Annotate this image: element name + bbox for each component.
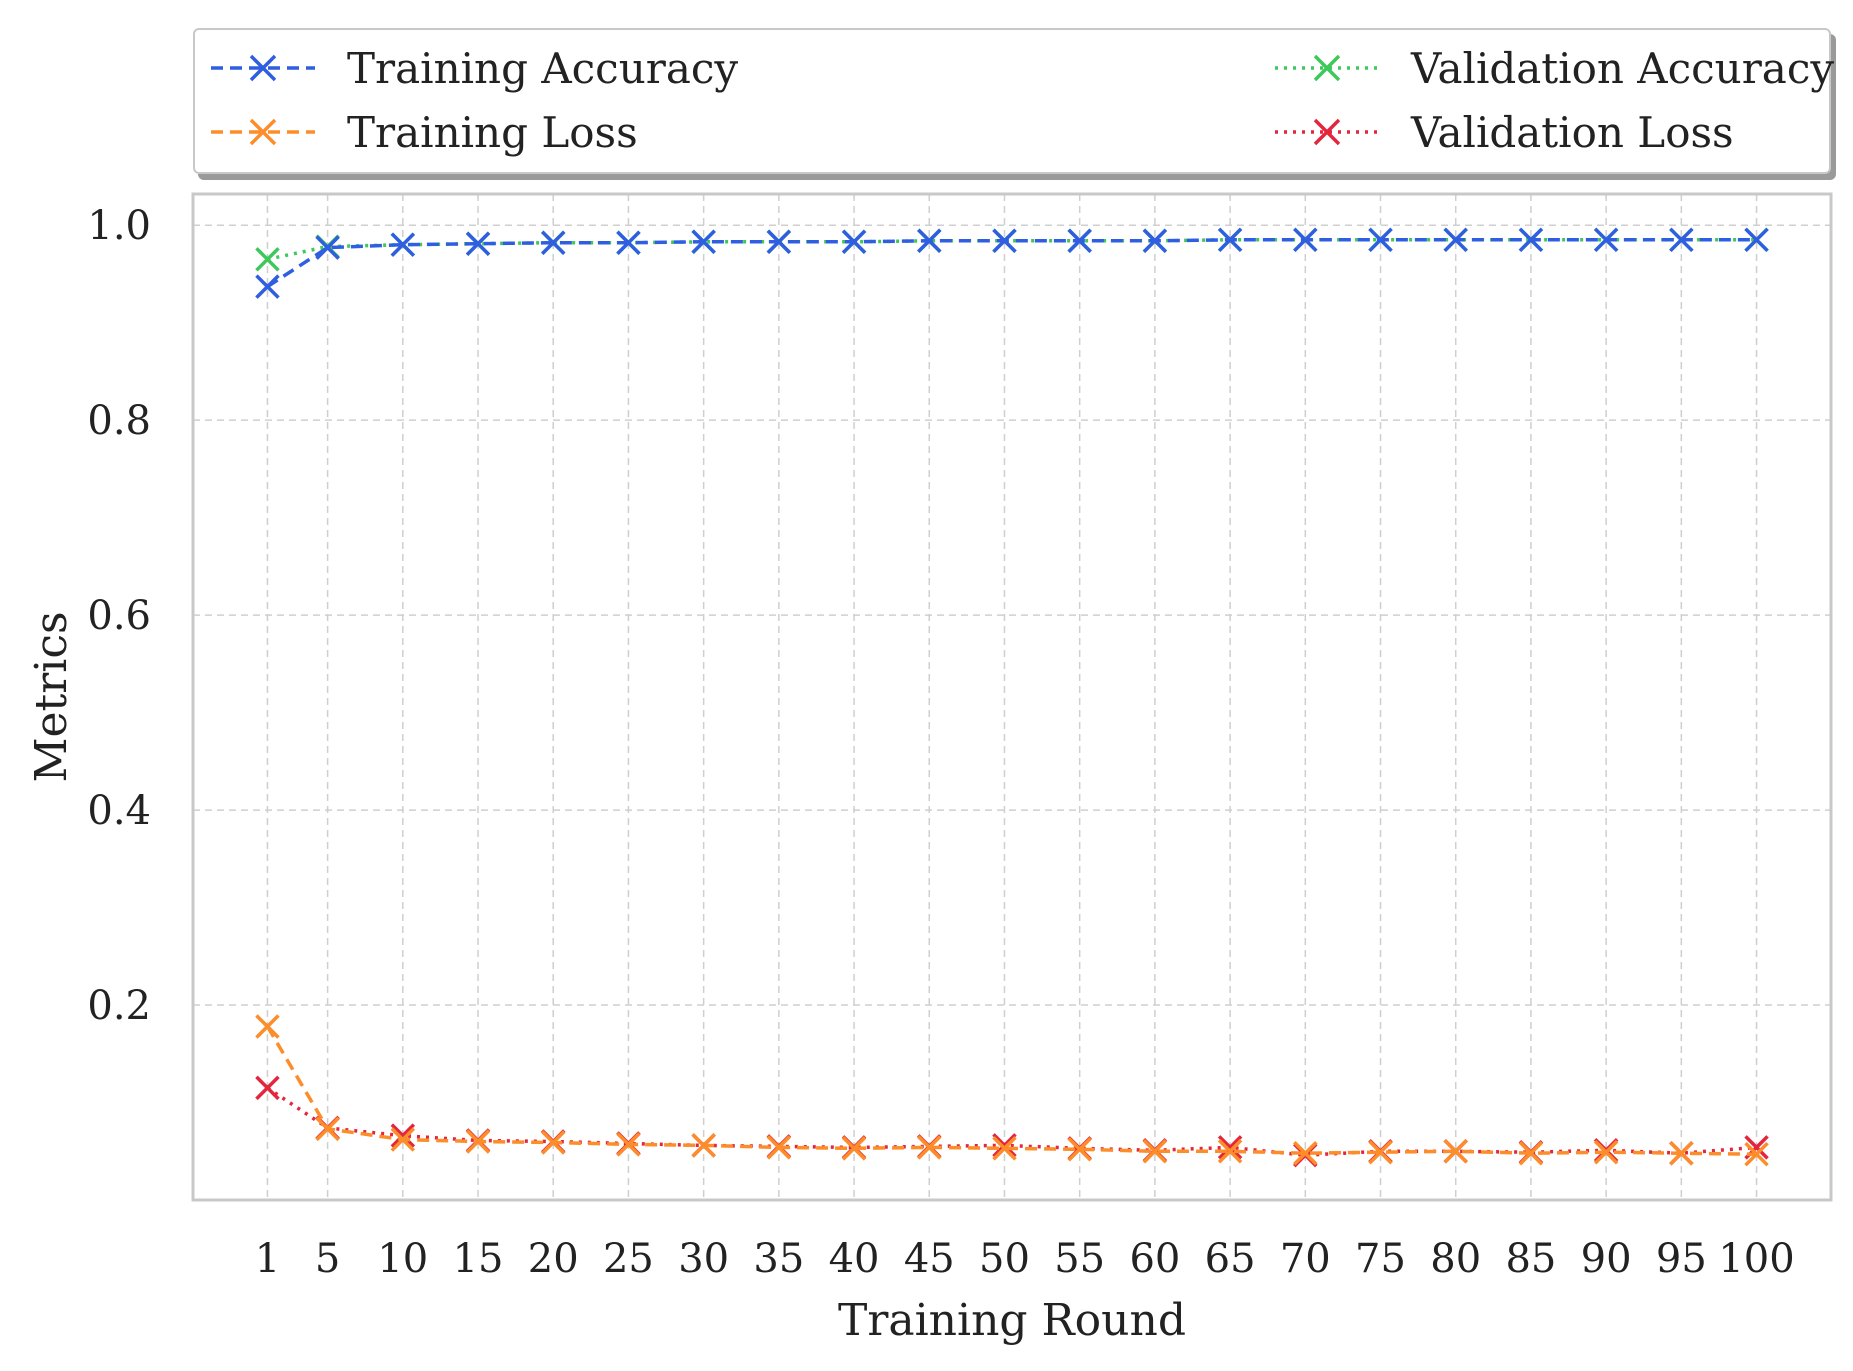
data-point-training-accuracy bbox=[992, 228, 1017, 254]
legend-item-validation-accuracy: Validation Accuracy bbox=[1273, 38, 1834, 98]
data-point-training-accuracy bbox=[1368, 227, 1393, 253]
x-tick-label: 80 bbox=[1430, 1236, 1481, 1282]
x-tick-label: 45 bbox=[904, 1236, 955, 1282]
series-training-loss bbox=[255, 1014, 1769, 1167]
legend-item-training-loss: Training Loss bbox=[209, 102, 638, 162]
data-point-training-loss bbox=[841, 1136, 867, 1161]
legend-swatch-validation-loss bbox=[1275, 118, 1379, 146]
data-point-training-accuracy bbox=[1293, 227, 1318, 253]
x-tick-label: 35 bbox=[753, 1236, 804, 1282]
y-tick-label: 0.6 bbox=[87, 593, 151, 639]
data-point-training-accuracy bbox=[465, 231, 491, 256]
y-tick-label: 0.2 bbox=[87, 983, 151, 1029]
y-axis-title: Metrics bbox=[26, 611, 77, 782]
data-point-training-accuracy bbox=[1067, 228, 1092, 254]
data-point-training-loss bbox=[315, 1116, 340, 1142]
data-point-training-accuracy bbox=[315, 235, 340, 260]
x-tick-label: 50 bbox=[979, 1236, 1030, 1282]
legend-item-training-accuracy: Training Accuracy bbox=[209, 38, 738, 98]
data-point-training-accuracy bbox=[1744, 227, 1769, 253]
data-point-training-loss bbox=[691, 1133, 716, 1158]
plot-area-frame bbox=[191, 192, 1833, 1202]
legend-swatch-training-accuracy bbox=[211, 54, 315, 82]
data-point-training-accuracy bbox=[691, 229, 716, 255]
x-tick-label: 5 bbox=[315, 1236, 340, 1282]
data-point-training-accuracy bbox=[255, 274, 280, 299]
x-tick-label: 60 bbox=[1129, 1236, 1180, 1282]
data-point-training-loss bbox=[616, 1132, 641, 1157]
data-point-training-accuracy bbox=[616, 230, 641, 255]
data-point-training-loss bbox=[390, 1127, 416, 1152]
data-point-training-loss bbox=[992, 1136, 1017, 1161]
x-tick-label: 65 bbox=[1205, 1236, 1256, 1282]
data-point-training-loss bbox=[1744, 1141, 1769, 1167]
data-point-validation-loss bbox=[1217, 1135, 1243, 1160]
data-point-training-loss bbox=[1142, 1139, 1168, 1164]
x-tick-label: 1 bbox=[255, 1236, 280, 1282]
series-line-validation-loss bbox=[266, 1086, 1757, 1157]
data-point-validation-loss bbox=[992, 1133, 1017, 1158]
legend-swatch-validation-accuracy bbox=[1275, 54, 1379, 82]
y-tick-label: 0.8 bbox=[87, 398, 151, 444]
data-point-training-loss bbox=[541, 1130, 566, 1155]
x-axis-title: Training Round bbox=[838, 1295, 1186, 1346]
x-tick-label: 15 bbox=[453, 1236, 504, 1282]
data-point-training-accuracy bbox=[841, 229, 867, 255]
data-point-validation-loss bbox=[390, 1123, 416, 1148]
data-point-training-accuracy bbox=[541, 230, 566, 255]
data-point-training-accuracy bbox=[1593, 227, 1619, 253]
x-tick-label: 10 bbox=[377, 1236, 428, 1282]
data-point-training-loss bbox=[1518, 1140, 1544, 1166]
series-training-accuracy bbox=[255, 227, 1769, 299]
data-point-training-loss bbox=[917, 1135, 942, 1160]
data-point-validation-loss bbox=[255, 1075, 280, 1101]
data-point-training-loss bbox=[1368, 1139, 1393, 1165]
tick-labels: 1 5 10 15 20 25 30 35 40 45 50 55 60 65 70 75 80 85 90 95 10… bbox=[87, 203, 1794, 1282]
data-point-training-accuracy bbox=[1217, 227, 1243, 253]
legend-label: Training Loss bbox=[347, 107, 638, 157]
data-point-training-loss bbox=[1217, 1139, 1243, 1164]
x-tick-label: 75 bbox=[1355, 1236, 1406, 1282]
legend-label: Validation Loss bbox=[1411, 107, 1734, 157]
data-point-training-loss bbox=[1669, 1140, 1694, 1166]
x-tick-label: 25 bbox=[603, 1236, 654, 1282]
legend-label: Validation Accuracy bbox=[1411, 43, 1835, 93]
data-point-training-accuracy bbox=[1669, 227, 1694, 253]
data-point-training-loss bbox=[1593, 1139, 1619, 1165]
data-point-training-accuracy bbox=[1142, 228, 1168, 254]
data-point-training-loss bbox=[465, 1129, 491, 1154]
x-tick-label: 70 bbox=[1280, 1236, 1331, 1282]
data-point-training-loss bbox=[255, 1014, 280, 1039]
x-tick-label: 30 bbox=[678, 1236, 729, 1282]
x-tick-label: 90 bbox=[1581, 1236, 1632, 1282]
data-point-training-loss bbox=[1067, 1137, 1092, 1162]
series-layer bbox=[255, 227, 1769, 1168]
data-point-training-accuracy bbox=[390, 232, 416, 257]
data-point-training-accuracy bbox=[917, 228, 942, 254]
grid bbox=[193, 194, 1831, 1200]
y-tick-label: 0.4 bbox=[87, 788, 151, 834]
data-point-validation-accuracy bbox=[255, 247, 280, 272]
data-point-training-loss bbox=[766, 1135, 792, 1160]
legend-swatch-training-loss bbox=[211, 118, 315, 146]
legend-label: Training Accuracy bbox=[347, 43, 739, 93]
x-tick-label: 55 bbox=[1054, 1236, 1105, 1282]
data-point-training-accuracy bbox=[766, 229, 792, 255]
x-tick-label: 20 bbox=[528, 1236, 579, 1282]
x-tick-label: 40 bbox=[829, 1236, 880, 1282]
x-tick-label: 85 bbox=[1505, 1236, 1556, 1282]
data-point-training-loss bbox=[1293, 1140, 1318, 1166]
data-point-training-loss bbox=[1443, 1139, 1468, 1164]
legend-item-validation-loss: Validation Loss bbox=[1273, 102, 1734, 162]
x-tick-label: 95 bbox=[1656, 1236, 1707, 1282]
data-point-training-accuracy bbox=[1443, 227, 1468, 253]
data-point-training-accuracy bbox=[1518, 227, 1544, 253]
y-tick-label: 1.0 bbox=[87, 203, 151, 249]
series-line-training-loss bbox=[265, 1025, 1757, 1156]
x-tick-label: 100 bbox=[1718, 1236, 1794, 1282]
legend: Training Accuracy Training Loss Validati… bbox=[193, 28, 1834, 174]
